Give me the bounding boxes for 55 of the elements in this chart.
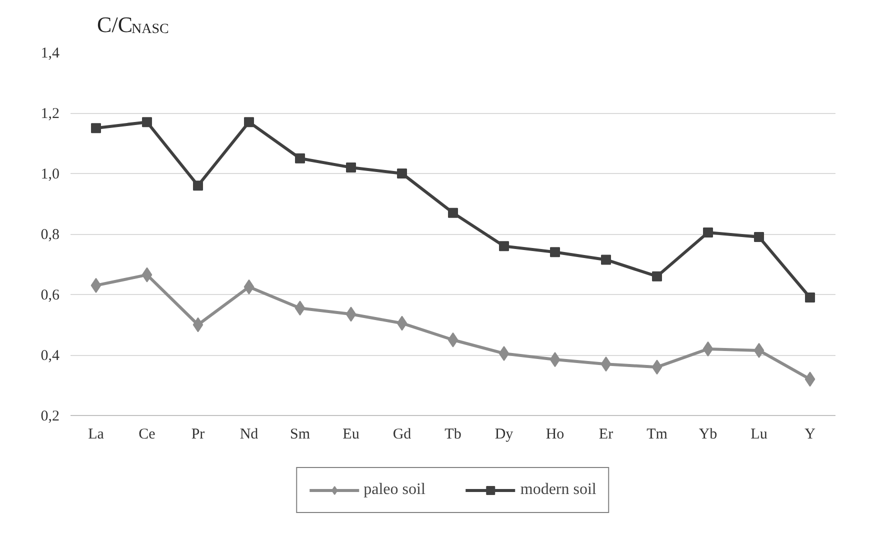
point — [295, 153, 305, 164]
legend-label: modern soil — [520, 481, 596, 499]
point — [804, 372, 816, 387]
y-tick-label: 1,0 — [40, 166, 60, 182]
point — [652, 271, 662, 282]
x-tick-label: La — [88, 426, 104, 442]
point — [805, 292, 815, 303]
legend-label: paleo soil — [364, 481, 426, 499]
point — [142, 117, 152, 128]
x-tick-label: Ho — [546, 426, 564, 442]
point — [244, 117, 254, 128]
point — [448, 208, 458, 218]
point — [396, 316, 408, 331]
point — [142, 267, 152, 282]
x-tick-label: Tm — [646, 426, 668, 442]
point — [702, 341, 714, 356]
x-tick-label: Yb — [698, 426, 718, 442]
y-tick-label: 0,8 — [40, 227, 60, 243]
x-tick-label: Pr — [191, 426, 205, 442]
point — [346, 162, 356, 172]
y-axis-title: C/CNASC — [97, 12, 169, 37]
y-tick-label: 0,2 — [40, 408, 60, 424]
y-tick-label: 0,6 — [40, 288, 60, 304]
point — [600, 356, 612, 372]
y-tick-label: 1,4 — [40, 46, 60, 62]
point — [346, 306, 356, 322]
x-tick-label: Gd — [392, 426, 412, 442]
point — [550, 352, 560, 368]
point — [397, 168, 407, 178]
point — [601, 254, 611, 265]
point — [90, 278, 102, 293]
point — [448, 332, 458, 348]
x-tick-label: Eu — [342, 426, 360, 442]
point — [498, 346, 510, 361]
x-tick-label: Sm — [290, 426, 310, 442]
x-tick-label: Er — [598, 426, 614, 442]
point — [652, 360, 662, 375]
point — [294, 300, 306, 316]
x-tick-label: Y — [804, 426, 816, 442]
x-tick-label: Lu — [750, 426, 768, 442]
x-tick-label: Dy — [494, 426, 514, 442]
point — [754, 232, 764, 242]
x-tick-label: Ce — [138, 426, 156, 442]
point — [193, 180, 203, 191]
point — [499, 241, 509, 252]
x-tick-label: Tb — [444, 426, 462, 442]
point — [754, 342, 764, 358]
point — [192, 317, 204, 332]
point — [703, 227, 713, 238]
point — [550, 247, 560, 258]
point — [244, 279, 254, 294]
y-tick-label: 0,4 — [40, 348, 60, 364]
x-tick-label: Nd — [240, 426, 259, 442]
y-tick-label: 1,2 — [40, 106, 60, 122]
point — [91, 123, 101, 134]
